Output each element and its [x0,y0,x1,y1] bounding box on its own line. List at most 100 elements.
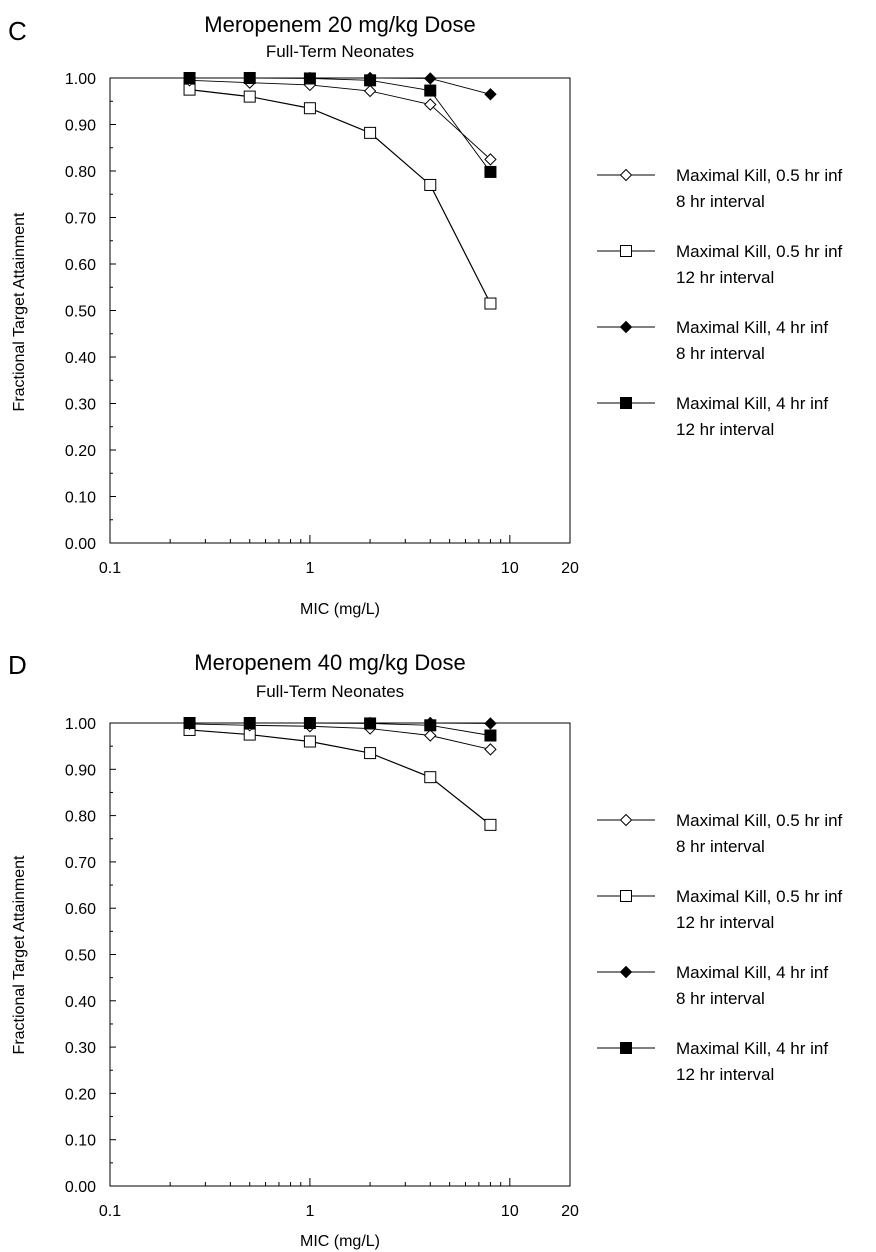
y-tick-label: 1.00 [65,716,96,733]
legend-marker [619,813,633,827]
legend-marker [619,965,633,979]
data-point [364,747,377,760]
y-tick-label: 0.00 [65,536,96,553]
data-point [484,153,497,166]
y-tick-label: 0.50 [65,948,96,965]
x-tick-label: 1 [305,560,314,577]
y-tick-label: 0.90 [65,762,96,779]
x-axis-label: MIC (mg/L) [300,601,380,618]
series-line [189,729,491,826]
chart-subtitle: Full-Term Neonates [266,42,414,61]
y-tick-label: 0.30 [65,397,96,414]
x-axis-label: MIC (mg/L) [300,1233,380,1250]
panel-d: D Meropenem 40 mg/kg Dose Full-Term Neon… [8,650,843,1250]
chart-subtitle: Full-Term Neonates [256,682,404,701]
data-point [303,735,316,748]
series-line [189,77,491,173]
data-point [424,729,437,742]
legend-label-line2: 12 hr interval [676,420,774,439]
series-line [189,77,491,95]
data-point [303,71,317,85]
legend-label: Maximal Kill, 4 hr inf [676,963,828,982]
legend: Maximal Kill, 0.5 hr inf 8 hr interval Max… [597,166,843,439]
y-tick-label: 0.10 [65,1133,96,1150]
y-tick-label: 1.00 [65,71,96,88]
data-point [363,71,377,85]
plot-frame [109,722,571,1187]
x-tick-label: 1 [305,1203,314,1220]
y-tick-label: 0.30 [65,1040,96,1057]
y-tick-label: 0.70 [65,211,96,228]
data-point [303,716,317,730]
legend-marker [619,168,633,182]
plot-area: 0.00 0.10 0.20 0.30 0.40 0.50 0.60 0.70 0.80 0.90… [65,71,579,577]
y-tick-label: 0.20 [65,1086,96,1103]
legend-label: Maximal Kill, 0.5 hr inf [676,242,843,261]
data-point [303,102,316,115]
legend-label: Maximal Kill, 0.5 hr inf [676,811,843,830]
y-tick-label: 0.80 [65,809,96,826]
data-point [243,716,256,730]
y-tick-label: 0.80 [65,164,96,181]
chart-title: Meropenem 20 mg/kg Dose [204,12,475,37]
data-point [484,717,497,730]
x-tick-label: 10 [501,560,519,577]
legend-label-line2: 8 hr interval [676,192,765,211]
series-line [189,79,491,160]
series-line [189,723,491,750]
panel-c: C Meropenem 20 mg/kg Dose Full-Term Neon… [8,12,843,618]
y-tick-label: 0.70 [65,855,96,872]
data-point [484,88,497,101]
legend-label: Maximal Kill, 4 hr inf [676,1039,828,1058]
data-point [484,729,497,742]
y-tick-label: 0.20 [65,443,96,460]
y-tick-label: 0.40 [65,350,96,367]
y-axis-label: Fractional Target Attainment [11,855,28,1054]
data-point [424,771,437,784]
data-point [424,716,437,730]
x-tick-label: 20 [561,1203,579,1220]
series-line [189,89,491,304]
panel-label: D [8,650,27,680]
legend-marker [620,890,632,902]
legend-label-line2: 12 hr interval [676,1065,774,1084]
legend-label-line2: 12 hr interval [676,913,774,932]
chart-title: Meropenem 40 mg/kg Dose [194,650,465,675]
data-point [364,126,377,139]
legend: Maximal Kill, 0.5 hr inf 8 hr interval Max… [597,811,843,1084]
x-tick-label: 20 [561,560,579,577]
data-point [243,71,256,85]
legend-marker [620,245,632,257]
data-point [363,716,377,730]
x-tick-label: 0.1 [99,560,121,577]
plot-frame [109,77,571,544]
y-tick-label: 0.40 [65,994,96,1011]
panel-label: C [8,16,27,46]
data-point [484,297,497,310]
legend-marker [620,397,632,409]
data-point [424,72,437,85]
plot-area: 0.00 0.10 0.20 0.30 0.40 0.50 0.60 0.70 0.80 0.90… [65,716,579,1220]
data-point [484,818,497,831]
data-point [484,165,497,178]
legend-label: Maximal Kill, 4 hr inf [676,394,828,413]
legend-label-line2: 12 hr interval [676,268,774,287]
legend-label-line2: 8 hr interval [676,989,765,1008]
legend-label: Maximal Kill, 0.5 hr inf [676,166,843,185]
data-point [424,84,437,97]
data-point [424,178,437,191]
data-point [183,71,196,85]
data-point [424,98,437,111]
series-line [189,722,491,736]
x-tick-label: 10 [501,1203,519,1220]
legend-label-line2: 8 hr interval [676,344,765,363]
data-point [183,716,196,730]
data-point [484,743,497,756]
y-tick-label: 0.60 [65,257,96,274]
legend-marker [620,1042,632,1054]
y-tick-label: 0.90 [65,118,96,135]
data-point [363,84,377,98]
y-axis-label: Fractional Target Attainment [11,212,28,411]
x-tick-label: 0.1 [99,1203,121,1220]
